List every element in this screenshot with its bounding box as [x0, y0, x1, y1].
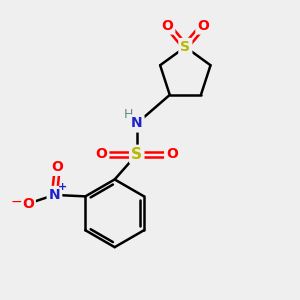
Text: S: S: [180, 40, 190, 54]
Text: N: N: [49, 188, 60, 202]
Text: O: O: [95, 147, 107, 161]
Text: N: N: [131, 116, 142, 130]
Text: +: +: [58, 182, 67, 192]
Text: O: O: [197, 19, 209, 32]
Text: O: O: [22, 197, 34, 211]
Text: −: −: [11, 194, 22, 208]
Text: S: S: [131, 147, 142, 162]
Text: O: O: [51, 160, 63, 174]
Text: H: H: [124, 108, 133, 121]
Text: O: O: [166, 147, 178, 161]
Text: O: O: [161, 19, 173, 32]
